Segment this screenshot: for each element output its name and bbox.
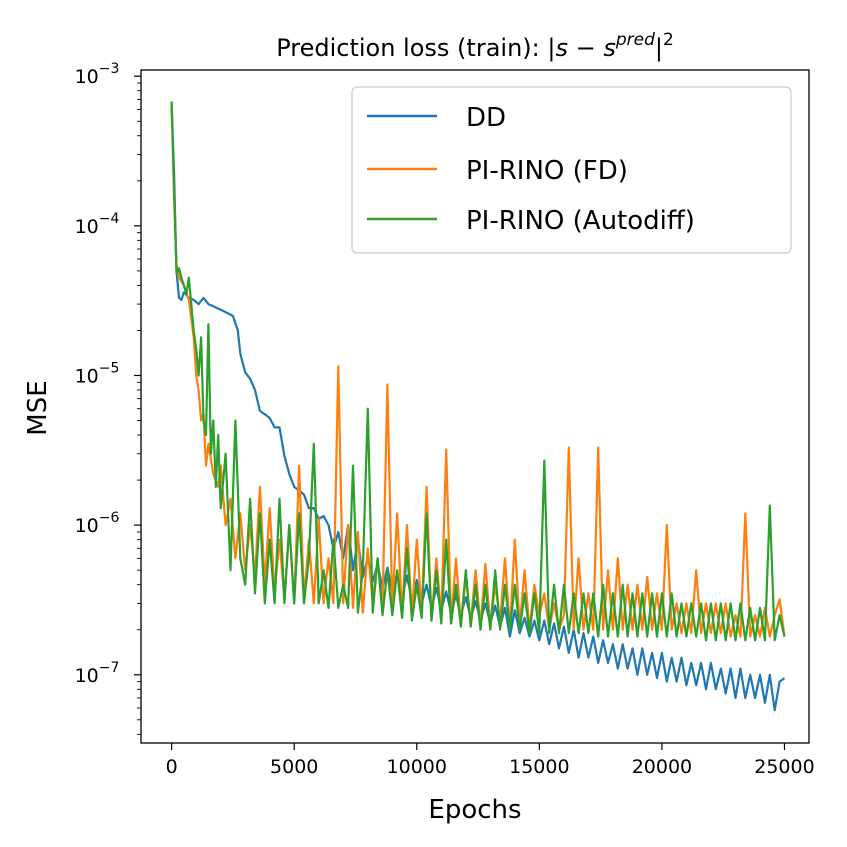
x-tick-label: 5000 [270, 756, 318, 778]
x-axis-label: Epochs [428, 795, 521, 825]
chart-title: Prediction loss (train): |s − spred|2 [276, 30, 674, 62]
axis-ticks: 0 5000 10000 15000 20000 25000 10−3 10−4 10−5 10−… [75, 61, 815, 778]
legend-box [351, 86, 792, 254]
chart-title-power: 2 [663, 30, 674, 50]
chart-title-formula: |s − s [547, 34, 615, 62]
y-tick-label: 10−3 [75, 61, 120, 88]
chart-title-bar: | [655, 34, 663, 62]
x-tick-label: 15000 [509, 756, 569, 778]
y-tick-label: 10−7 [75, 660, 120, 687]
y-tick-label: 10−5 [75, 360, 120, 387]
axes-frame [140, 69, 810, 744]
x-tick-label: 20000 [632, 756, 692, 778]
x-tick-label: 25000 [754, 756, 814, 778]
x-tick-label: 10000 [387, 756, 447, 778]
y-tick-label: 10−6 [75, 510, 120, 537]
y-axis-label: MSE [23, 380, 53, 435]
legend-label-autodiff: PI-RINO (Autodiff) [466, 206, 695, 236]
legend-label-dd: DD [466, 103, 506, 133]
series-line-pi-rino-autodiff [170, 101, 786, 642]
series-lines [170, 101, 786, 712]
plot-area [140, 69, 810, 744]
chart-title-prefix: Prediction loss (train): [276, 34, 547, 62]
y-tick-label: 10−4 [75, 211, 120, 238]
x-tick-label: 0 [166, 756, 178, 778]
legend-label-fd: PI-RINO (FD) [466, 156, 628, 186]
legend: DD PI-RINO (FD) PI-RINO (Autodiff) [351, 86, 792, 254]
chart-title-superscript: pred [615, 30, 655, 50]
